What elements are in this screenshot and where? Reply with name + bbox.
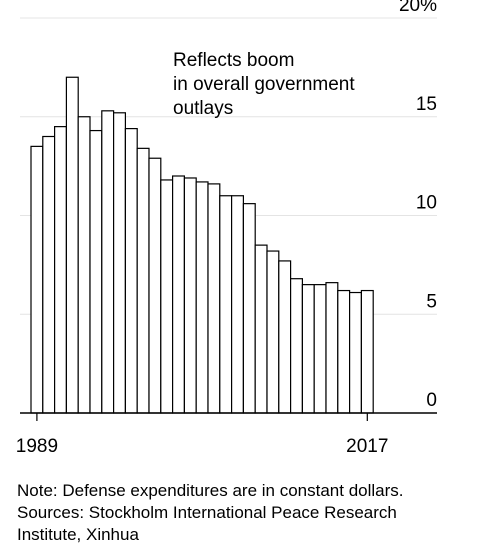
annotation-line: in overall government: [173, 74, 355, 95]
bar: [301, 284, 315, 414]
bar: [360, 289, 374, 414]
y-tick-label: 20%: [399, 0, 437, 16]
bar: [136, 147, 150, 414]
bar: [183, 177, 197, 414]
y-tick-label: 10: [416, 193, 437, 214]
bar: [112, 112, 126, 414]
bar: [337, 289, 351, 414]
bar: [30, 145, 44, 414]
sources-line-2: Institute, Xinhua: [17, 525, 139, 544]
bar: [325, 282, 339, 414]
sources-line-1: Sources: Stockholm International Peace R…: [17, 503, 397, 522]
bar: [124, 128, 138, 414]
bar: [172, 175, 186, 414]
bar: [278, 260, 292, 414]
bar: [101, 110, 115, 414]
footnotes: Note: Defense expenditures are in consta…: [17, 480, 404, 546]
annotation: Reflects boom in overall government outlay…: [173, 50, 355, 119]
annotation-line: outlays: [173, 98, 233, 119]
bar: [77, 116, 91, 414]
bar: [231, 195, 245, 414]
bar: [53, 126, 67, 414]
bar: [195, 181, 209, 414]
x-tick-labels: 1989 2017: [16, 436, 389, 457]
bar: [207, 183, 221, 414]
bar: [219, 195, 233, 414]
bar: [254, 244, 268, 414]
bars: [30, 76, 374, 414]
x-tick-label: 1989: [16, 436, 58, 457]
annotation-line: Reflects boom: [173, 50, 294, 71]
y-tick-label: 5: [426, 291, 437, 312]
bar: [290, 278, 304, 414]
bar: [42, 135, 56, 414]
bar-chart: 0 5 10 15 20% 1989 2017 Reflects boom in overa…: [16, 0, 437, 457]
y-tick-label: 0: [426, 390, 437, 411]
x-axis: [20, 412, 437, 421]
x-tick-label: 2017: [346, 436, 388, 457]
bar: [148, 157, 162, 414]
y-tick-labels: 0 5 10 15 20%: [399, 0, 437, 411]
bar: [160, 179, 174, 414]
note-text: Note: Defense expenditures are in consta…: [17, 481, 404, 500]
y-tick-label: 15: [416, 94, 437, 115]
bar: [266, 250, 280, 414]
bar: [89, 129, 103, 414]
bar: [313, 284, 327, 414]
bar: [242, 203, 256, 414]
bar: [65, 76, 79, 414]
bar: [349, 291, 363, 414]
